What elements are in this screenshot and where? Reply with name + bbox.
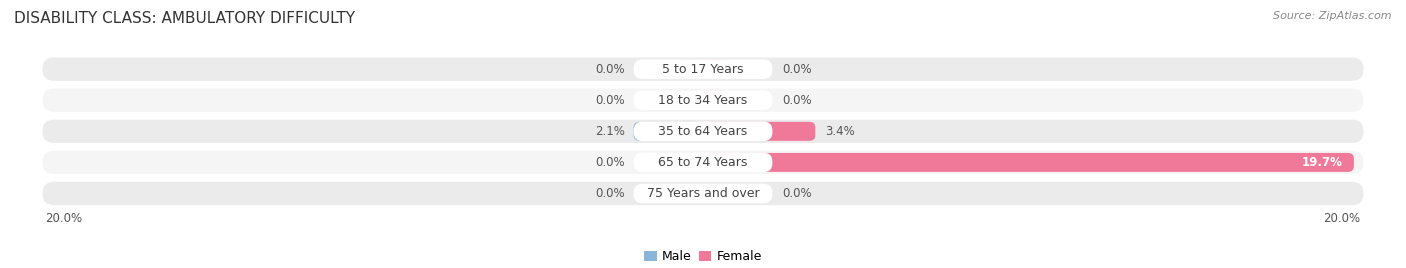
FancyBboxPatch shape — [676, 153, 703, 172]
FancyBboxPatch shape — [634, 152, 772, 172]
FancyBboxPatch shape — [42, 58, 1364, 81]
Text: 19.7%: 19.7% — [1302, 156, 1343, 169]
Text: 5 to 17 Years: 5 to 17 Years — [662, 63, 744, 76]
FancyBboxPatch shape — [703, 91, 730, 110]
FancyBboxPatch shape — [42, 182, 1364, 205]
FancyBboxPatch shape — [676, 91, 703, 110]
FancyBboxPatch shape — [634, 121, 772, 141]
FancyBboxPatch shape — [703, 60, 730, 79]
Text: 18 to 34 Years: 18 to 34 Years — [658, 94, 748, 107]
FancyBboxPatch shape — [676, 184, 703, 203]
FancyBboxPatch shape — [676, 60, 703, 79]
Legend: Male, Female: Male, Female — [640, 245, 766, 268]
FancyBboxPatch shape — [634, 122, 703, 141]
Text: Source: ZipAtlas.com: Source: ZipAtlas.com — [1274, 11, 1392, 21]
Text: DISABILITY CLASS: AMBULATORY DIFFICULTY: DISABILITY CLASS: AMBULATORY DIFFICULTY — [14, 11, 356, 26]
FancyBboxPatch shape — [634, 184, 772, 203]
Text: 0.0%: 0.0% — [596, 94, 626, 107]
Text: 0.0%: 0.0% — [596, 187, 626, 200]
FancyBboxPatch shape — [703, 122, 815, 141]
Text: 75 Years and over: 75 Years and over — [647, 187, 759, 200]
Text: 20.0%: 20.0% — [45, 211, 83, 225]
FancyBboxPatch shape — [703, 153, 1354, 172]
Text: 20.0%: 20.0% — [1323, 211, 1361, 225]
FancyBboxPatch shape — [703, 184, 730, 203]
FancyBboxPatch shape — [634, 90, 772, 110]
FancyBboxPatch shape — [42, 151, 1364, 174]
Text: 35 to 64 Years: 35 to 64 Years — [658, 125, 748, 138]
Text: 0.0%: 0.0% — [782, 94, 811, 107]
FancyBboxPatch shape — [42, 88, 1364, 112]
FancyBboxPatch shape — [42, 120, 1364, 143]
Text: 0.0%: 0.0% — [782, 187, 811, 200]
Text: 2.1%: 2.1% — [596, 125, 626, 138]
Text: 0.0%: 0.0% — [596, 156, 626, 169]
Text: 0.0%: 0.0% — [596, 63, 626, 76]
FancyBboxPatch shape — [634, 59, 772, 79]
Text: 65 to 74 Years: 65 to 74 Years — [658, 156, 748, 169]
Text: 0.0%: 0.0% — [782, 63, 811, 76]
Text: 3.4%: 3.4% — [825, 125, 855, 138]
